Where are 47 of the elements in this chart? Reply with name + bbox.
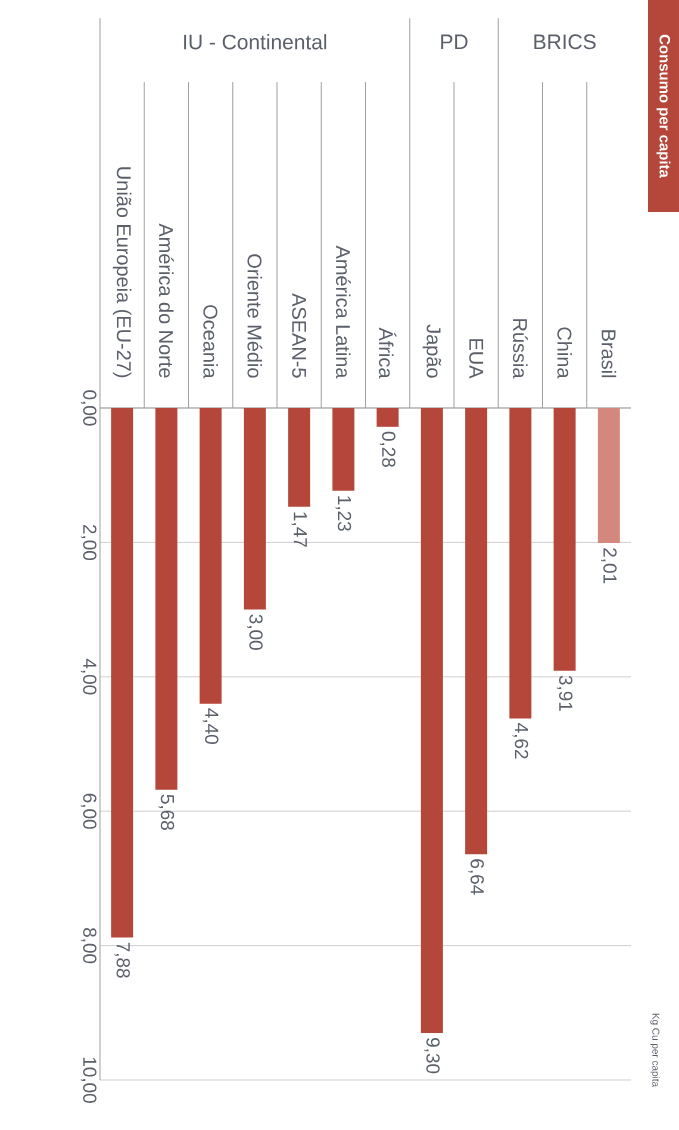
x-tick-label: ASEAN-5: [292, 293, 307, 378]
y-axis-title: Kg Cu per capita: [650, 1013, 660, 1088]
x-tick-label: Japão: [422, 324, 442, 378]
x-tick-label: América do Norte: [158, 223, 174, 378]
data-label: 9,30: [424, 1038, 440, 1074]
data-label: 4,40: [202, 708, 219, 744]
y-tick-label: 0,00: [80, 390, 97, 426]
bar: [155, 408, 178, 790]
y-tick-label: 2,00: [80, 524, 97, 561]
x-tick-label: China: [557, 327, 572, 379]
text: BRICS: [534, 34, 596, 50]
text: Consumo per capita: [656, 34, 671, 178]
bar: [199, 408, 222, 704]
data-label: 6,64: [468, 859, 484, 895]
data-label: 7,88: [114, 942, 130, 978]
x-tick-label: União Europeia (EU-27): [112, 167, 132, 378]
data-label: 1,23: [335, 496, 352, 531]
bar: [420, 408, 443, 1033]
data-label: 3,91: [556, 675, 573, 711]
text: PD: [441, 34, 468, 49]
y-tick-label: 10,00: [80, 1057, 97, 1103]
x-tick-label: Oceania: [203, 305, 218, 379]
bar: [553, 408, 576, 671]
x-tick-label: África: [378, 327, 397, 379]
y-tick-label: 4,00: [80, 658, 97, 695]
data-label: 5,68: [158, 794, 175, 830]
data-label: 1,47: [291, 512, 307, 547]
bar: [243, 408, 266, 610]
x-tick-label: Brasil: [601, 330, 617, 378]
bar: [465, 408, 488, 855]
data-label: 4,62: [512, 723, 529, 759]
y-tick-label: 8,00: [80, 928, 97, 964]
bar: [288, 408, 311, 507]
text: IU - Continental: [184, 34, 327, 50]
data-label: 2,01: [601, 548, 617, 584]
bar: [376, 408, 399, 427]
bar: [597, 408, 620, 544]
data-label: 3,00: [247, 614, 263, 650]
x-tick-label: EUA: [469, 339, 484, 379]
x-tick-label: Rússia: [512, 319, 528, 379]
bar: [509, 408, 532, 719]
x-tick-label: Oriente Médio: [247, 254, 263, 378]
bar: [111, 408, 134, 938]
y-tick-label: 6,00: [80, 793, 97, 829]
bar: [332, 408, 355, 491]
data-label: 0,28: [379, 431, 396, 468]
x-tick-label: América Latina: [335, 245, 351, 379]
